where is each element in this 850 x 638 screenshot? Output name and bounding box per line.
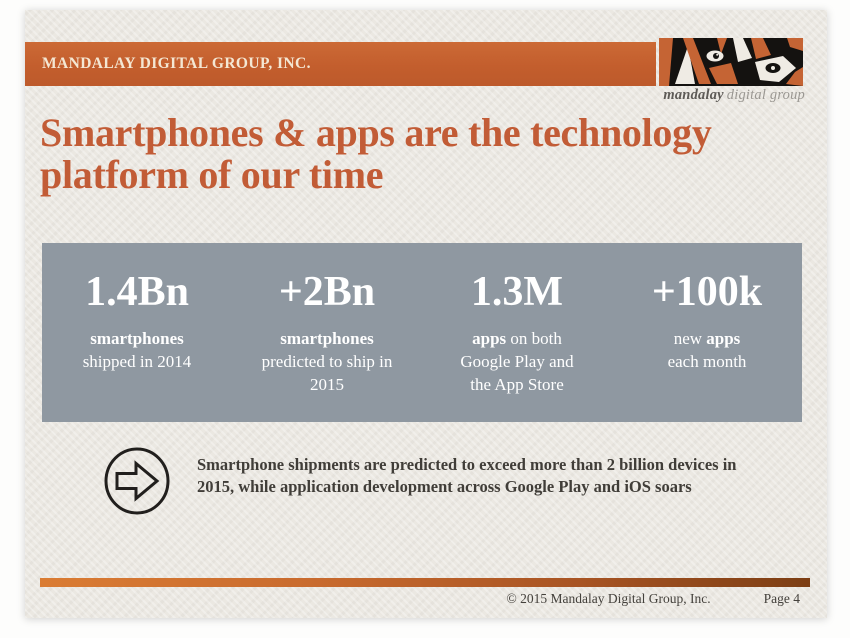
takeaway-text: Smartphone shipments are predicted to ex… <box>197 454 797 498</box>
right-arrow-circle-icon <box>103 447 171 515</box>
stat-value: 1.3M <box>470 269 564 315</box>
stat-column-1: 1.4Bn smartphones shipped in 2014 <box>42 269 232 422</box>
copyright-text: © 2015 Mandalay Digital Group, Inc. <box>506 591 711 606</box>
page-title-line2: platform of our time <box>40 152 384 197</box>
logo-wordmark: mandalay digital group <box>625 87 805 104</box>
slide: MANDALAY DIGITAL GROUP, INC. <box>25 10 827 618</box>
stat-label: new apps each month <box>667 329 747 371</box>
stat-column-4: +100k new apps each month <box>612 269 802 422</box>
page-number: Page 4 <box>763 591 800 606</box>
stat-value: +2Bn <box>278 269 376 315</box>
stat-label: smartphones predicted to ship in 2015 <box>261 329 393 394</box>
logo-word-mandalay: mandalay <box>663 87 724 103</box>
page-title: Smartphones & apps are the technology pl… <box>40 112 815 196</box>
takeaway-line2: 2015, while application development acro… <box>197 477 692 496</box>
header-bar: MANDALAY DIGITAL GROUP, INC. <box>25 42 656 86</box>
page-title-line1: Smartphones & apps are the technology <box>40 110 712 155</box>
stat-column-2: +2Bn smartphones predicted to ship in 2015 <box>232 269 422 422</box>
footer-divider-bar <box>40 578 810 587</box>
stat-label: smartphones shipped in 2014 <box>82 329 192 371</box>
logo-word-digital-group: digital group <box>726 87 805 103</box>
stat-label: apps on both Google Play and the App Store <box>460 329 574 394</box>
stats-band: 1.4Bn smartphones shipped in 2014 +2Bn smart… <box>42 243 802 422</box>
footer: © 2015 Mandalay Digital Group, Inc. Page… <box>25 591 810 607</box>
takeaway-line1: Smartphone shipments are predicted to ex… <box>197 455 737 474</box>
tiger-eyes-logo-icon <box>659 38 803 86</box>
company-name: MANDALAY DIGITAL GROUP, INC. <box>42 55 311 72</box>
stat-value: 1.4Bn <box>85 269 189 315</box>
stat-column-3: 1.3M apps on both Google Play and the App S… <box>422 269 612 422</box>
stat-value: +100k <box>651 269 763 315</box>
